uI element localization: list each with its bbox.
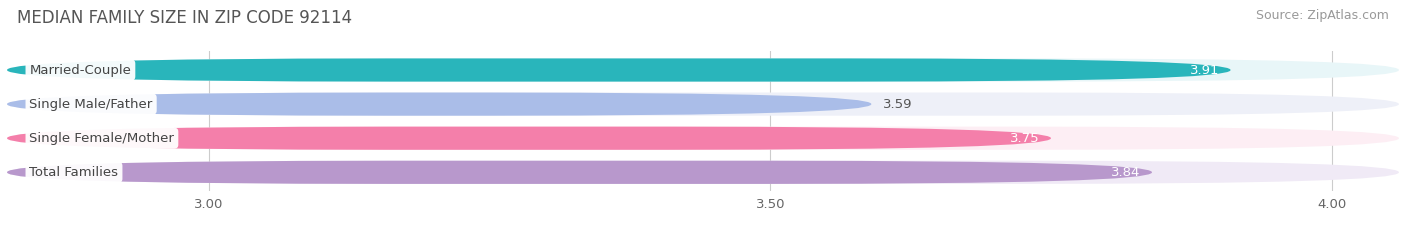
FancyBboxPatch shape [7,161,1152,184]
FancyBboxPatch shape [7,58,1399,82]
Text: Single Male/Father: Single Male/Father [30,98,153,111]
FancyBboxPatch shape [7,127,1399,150]
Text: 3.84: 3.84 [1111,166,1140,179]
Text: Single Female/Mother: Single Female/Mother [30,132,174,145]
Text: 3.75: 3.75 [1010,132,1040,145]
FancyBboxPatch shape [7,93,1399,116]
FancyBboxPatch shape [7,58,1230,82]
Text: 3.59: 3.59 [883,98,912,111]
Text: Source: ZipAtlas.com: Source: ZipAtlas.com [1256,9,1389,22]
FancyBboxPatch shape [7,93,872,116]
Text: Married-Couple: Married-Couple [30,64,131,76]
FancyBboxPatch shape [7,161,1399,184]
FancyBboxPatch shape [7,127,1052,150]
Text: Total Families: Total Families [30,166,118,179]
Text: 3.91: 3.91 [1189,64,1219,76]
Text: MEDIAN FAMILY SIZE IN ZIP CODE 92114: MEDIAN FAMILY SIZE IN ZIP CODE 92114 [17,9,352,27]
